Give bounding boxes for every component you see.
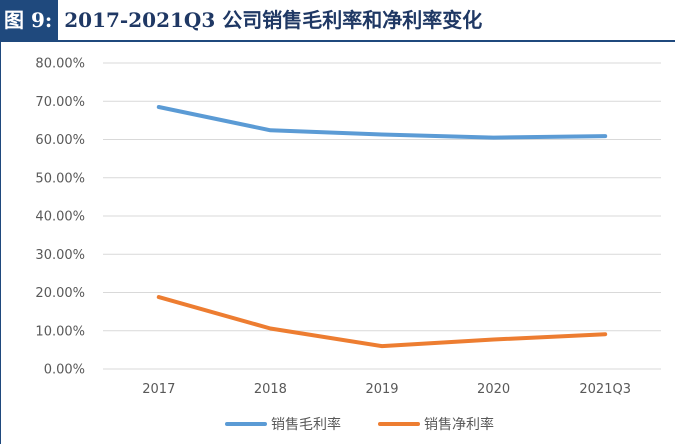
y-axis-tick-labels: 0.00% 10.00% 20.00% 30.00% 40.00% 50.00% 60.00… [35, 57, 85, 378]
data-point [157, 295, 161, 299]
gridlines [103, 62, 661, 370]
legend-label-2: 销售净利率 [424, 416, 494, 433]
y-tick-label: 30.00% [35, 248, 85, 263]
data-point [603, 332, 607, 336]
x-tick-label: 2020 [477, 382, 510, 397]
y-tick-label: 70.00% [35, 95, 85, 110]
data-point [268, 326, 272, 330]
y-tick-label: 60.00% [35, 133, 85, 148]
y-tick-label: 50.00% [35, 171, 85, 186]
y-tick-label: 10.00% [35, 324, 85, 339]
legend-label-1: 销售毛利率 [271, 416, 341, 433]
x-axis-tick-labels: 2017 2018 2019 2020 2021Q3 [142, 382, 631, 397]
figure-title-bar: 图 9: 2017-2021Q3 公司销售毛利率和净利率变化 [0, 0, 675, 40]
data-point [268, 128, 272, 132]
figure-number-label: 图 9: [0, 0, 59, 40]
title-underline [0, 40, 675, 42]
y-tick-label: 80.00% [35, 57, 85, 72]
x-tick-label: 2018 [254, 382, 287, 397]
x-tick-label: 2019 [365, 382, 398, 397]
y-tick-label: 40.00% [35, 210, 85, 225]
line-chart: 0.00% 10.00% 20.00% 30.00% 40.00% 50.00% 60.00… [35, 57, 661, 433]
data-point [157, 105, 161, 109]
legend: 销售毛利率 销售净利率 [225, 416, 494, 433]
series-line-1 [156, 105, 608, 140]
series-line-2 [156, 295, 608, 349]
data-point [492, 338, 496, 342]
data-point [603, 134, 607, 138]
data-point [380, 133, 384, 137]
y-tick-label: 20.00% [35, 286, 85, 301]
x-tick-label: 2017 [142, 382, 175, 397]
series-lines [156, 105, 608, 349]
data-point [380, 344, 384, 348]
figure-title: 2017-2021Q3 公司销售毛利率和净利率变化 [64, 8, 483, 32]
x-tick-label: 2021Q3 [579, 382, 631, 397]
data-point [492, 136, 496, 140]
y-tick-label: 0.00% [44, 363, 85, 378]
chart-frame: 0.00% 10.00% 20.00% 30.00% 40.00% 50.00% 60.00… [0, 42, 675, 444]
